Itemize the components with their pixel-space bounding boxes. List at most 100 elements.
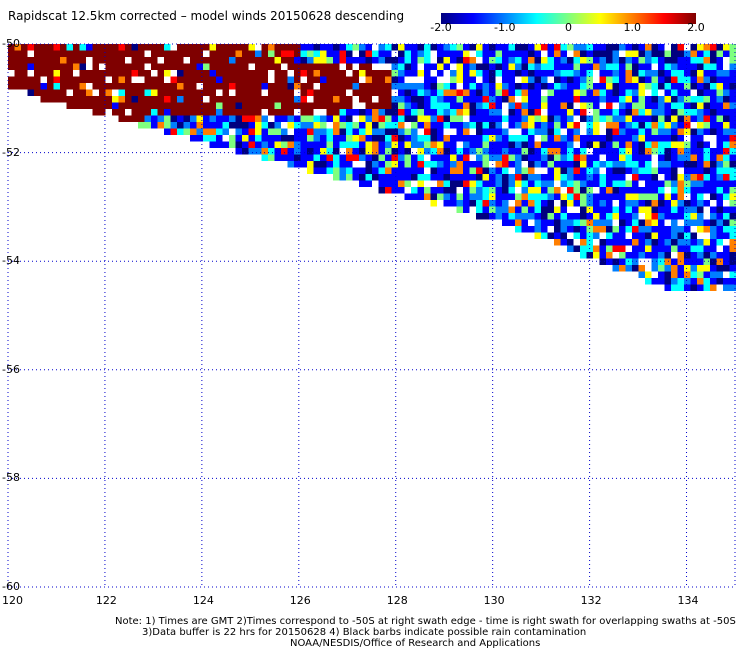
wind-difference-cell	[690, 135, 697, 142]
wind-difference-cell	[489, 167, 496, 174]
wind-difference-cell	[385, 89, 392, 96]
wind-difference-cell	[359, 70, 366, 77]
wind-difference-cell	[671, 265, 678, 272]
wind-difference-cell	[378, 128, 385, 135]
wind-difference-cell	[274, 70, 281, 77]
wind-difference-cell	[307, 167, 314, 174]
wind-difference-cell	[469, 141, 476, 148]
wind-difference-cell	[690, 213, 697, 220]
wind-difference-cell	[157, 122, 164, 129]
wind-difference-cell	[170, 57, 177, 64]
wind-difference-cell	[560, 76, 567, 83]
wind-difference-cell	[209, 83, 216, 90]
wind-difference-cell	[495, 167, 502, 174]
wind-difference-cell	[489, 50, 496, 57]
wind-difference-cell	[697, 206, 704, 213]
wind-difference-cell	[690, 63, 697, 70]
wind-difference-cell	[450, 135, 457, 142]
wind-difference-cell	[242, 115, 249, 122]
wind-difference-cell	[255, 89, 262, 96]
wind-difference-cell	[723, 83, 730, 90]
wind-difference-cell	[482, 128, 489, 135]
wind-difference-cell	[612, 265, 619, 272]
wind-difference-cell	[424, 63, 431, 70]
wind-difference-cell	[229, 102, 236, 109]
wind-difference-cell	[703, 174, 710, 181]
wind-difference-cell	[417, 83, 424, 90]
wind-difference-cell	[664, 122, 671, 129]
wind-difference-cell	[593, 135, 600, 142]
wind-difference-cell	[47, 57, 54, 64]
wind-difference-cell	[664, 193, 671, 200]
wind-difference-cell	[573, 109, 580, 116]
wind-difference-cell	[515, 180, 522, 187]
wind-difference-cell	[593, 128, 600, 135]
wind-difference-cell	[625, 226, 632, 233]
wind-difference-cell	[203, 83, 210, 90]
wind-difference-cell	[606, 102, 613, 109]
wind-difference-cell	[684, 206, 691, 213]
wind-difference-cell	[482, 193, 489, 200]
wind-difference-cell	[229, 83, 236, 90]
wind-difference-cell	[320, 70, 327, 77]
wind-difference-cell	[476, 193, 483, 200]
wind-difference-cell	[502, 70, 509, 77]
wind-difference-cell	[684, 148, 691, 155]
wind-difference-cell	[703, 219, 710, 226]
wind-difference-cell	[502, 206, 509, 213]
wind-difference-cell	[671, 148, 678, 155]
wind-difference-cell	[508, 180, 515, 187]
wind-difference-cell	[580, 226, 587, 233]
wind-difference-cell	[502, 219, 509, 226]
wind-difference-cell	[664, 128, 671, 135]
wind-difference-cell	[586, 44, 593, 51]
wind-difference-cell	[326, 148, 333, 155]
wind-difference-cell	[658, 206, 665, 213]
wind-difference-cell	[170, 83, 177, 90]
wind-difference-cell	[131, 83, 138, 90]
wind-difference-cell	[684, 284, 691, 291]
wind-difference-cell	[287, 135, 294, 142]
wind-difference-cell	[99, 89, 106, 96]
wind-difference-cell	[411, 96, 418, 103]
wind-difference-cell	[645, 161, 652, 168]
wind-difference-cell	[723, 135, 730, 142]
wind-difference-cell	[255, 122, 262, 129]
wind-difference-cell	[619, 83, 626, 90]
wind-difference-cell	[404, 89, 411, 96]
wind-difference-cell	[508, 109, 515, 116]
wind-difference-cell	[404, 161, 411, 168]
wind-difference-cell	[716, 89, 723, 96]
wind-difference-cell	[580, 174, 587, 181]
wind-difference-cell	[638, 50, 645, 57]
wind-difference-cell	[658, 200, 665, 207]
wind-difference-cell	[352, 76, 359, 83]
wind-difference-cell	[424, 128, 431, 135]
wind-difference-cell	[729, 232, 736, 239]
wind-difference-cell	[684, 115, 691, 122]
wind-difference-cell	[365, 70, 372, 77]
wind-difference-cell	[274, 96, 281, 103]
wind-difference-cell	[703, 167, 710, 174]
wind-difference-cell	[105, 89, 112, 96]
wind-difference-cell	[261, 57, 268, 64]
wind-difference-cell	[547, 148, 554, 155]
wind-difference-cell	[554, 44, 561, 51]
wind-difference-cell	[333, 89, 340, 96]
wind-difference-cell	[606, 180, 613, 187]
wind-difference-cell	[723, 265, 730, 272]
wind-difference-cell	[489, 187, 496, 194]
wind-difference-cell	[573, 213, 580, 220]
wind-difference-cell	[606, 245, 613, 252]
wind-difference-cell	[554, 102, 561, 109]
wind-difference-cell	[372, 76, 379, 83]
wind-difference-cell	[450, 96, 457, 103]
wind-difference-cell	[599, 115, 606, 122]
wind-difference-cell	[300, 128, 307, 135]
wind-difference-cell	[287, 76, 294, 83]
wind-difference-cell	[105, 96, 112, 103]
wind-difference-cell	[300, 115, 307, 122]
wind-difference-cell	[456, 135, 463, 142]
wind-difference-cell	[697, 174, 704, 181]
wind-difference-cell	[131, 57, 138, 64]
